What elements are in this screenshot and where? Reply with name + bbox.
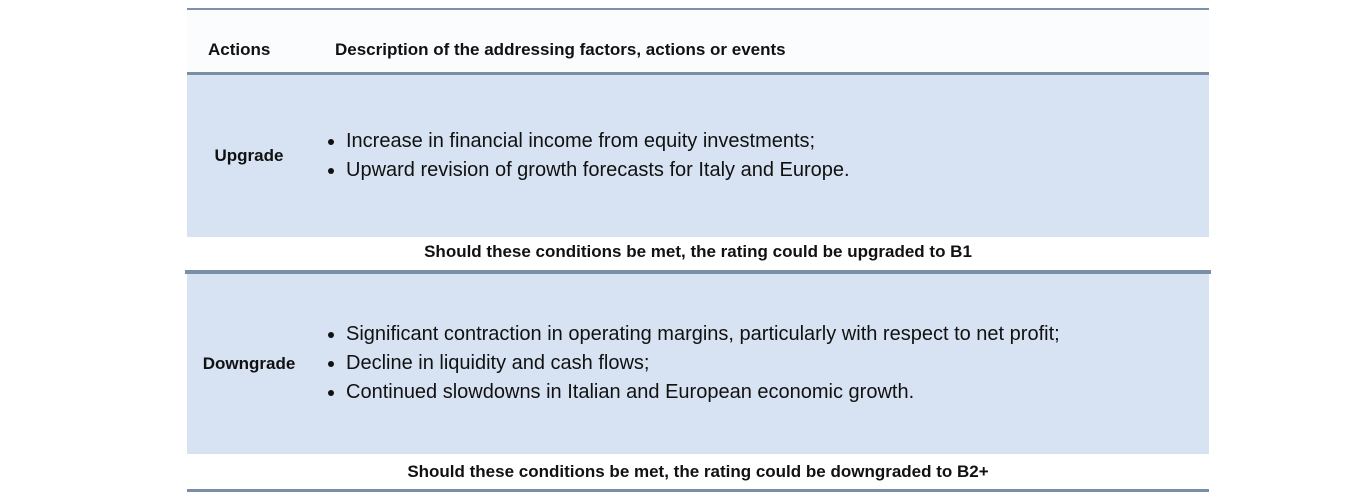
- header-actions-label: Actions: [208, 40, 271, 59]
- table-top-rule: [187, 8, 1209, 10]
- list-item: Decline in liquidity and cash flows;: [346, 349, 1060, 378]
- upgrade-row: Upgrade Increase in financial income fro…: [187, 75, 1209, 237]
- list-item: Significant contraction in operating mar…: [346, 320, 1060, 349]
- upgrade-label: Upgrade: [214, 146, 284, 165]
- downgrade-row: Downgrade Significant contraction in ope…: [187, 274, 1209, 454]
- downgrade-label: Downgrade: [202, 354, 296, 373]
- upgrade-factor-list: Increase in financial income from equity…: [325, 127, 850, 185]
- table-header: Actions Description of the addressing fa…: [187, 10, 1209, 72]
- header-description-label: Description of the addressing factors, a…: [335, 40, 786, 59]
- downgrade-conclusion: Should these conditions be met, the rati…: [187, 457, 1209, 487]
- list-item: Increase in financial income from equity…: [346, 127, 850, 156]
- section-divider: [185, 270, 1211, 274]
- header-rule: [187, 72, 1209, 75]
- list-item: Upward revision of growth forecasts for …: [346, 156, 850, 185]
- downgrade-factor-list: Significant contraction in operating mar…: [325, 320, 1060, 407]
- rating-actions-table: Actions Description of the addressing fa…: [185, 8, 1211, 492]
- upgrade-conclusion: Should these conditions be met, the rati…: [187, 237, 1209, 267]
- list-item: Continued slowdowns in Italian and Europ…: [346, 378, 1060, 407]
- table-bottom-rule: [187, 489, 1209, 492]
